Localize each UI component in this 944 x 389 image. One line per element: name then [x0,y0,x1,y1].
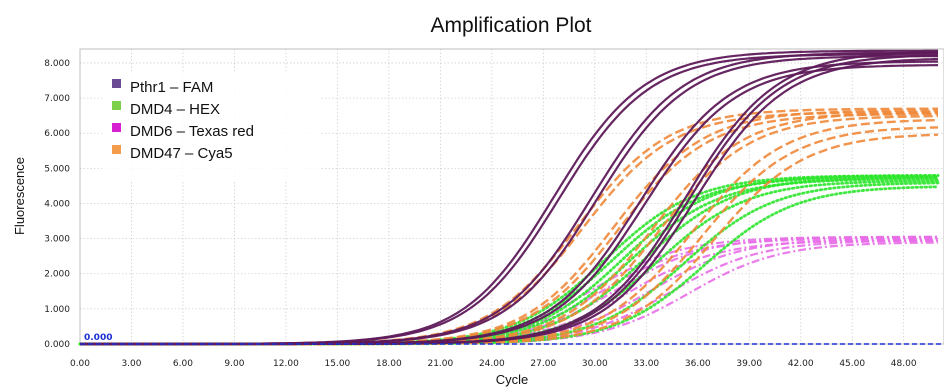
amplification-curve [78,175,940,346]
x-tick-label: 18.00 [376,359,402,369]
x-tick-label: 12.00 [273,359,299,369]
chart-title: Amplification Plot [430,14,591,37]
x-tick-label: 0.00 [70,359,90,369]
legend-swatch [112,101,121,110]
threshold-line: 0.000 [80,333,944,345]
y-tick-label: 2.000 [44,270,70,280]
legend-swatch [112,123,121,132]
y-axis-label: Fluorescence [12,157,27,235]
y-tick-label: 6.000 [44,129,70,139]
legend-background [102,72,320,182]
y-tick-label: 5.000 [44,164,70,174]
x-tick-label: 21.00 [427,359,453,369]
x-tick-label: 36.00 [685,359,711,369]
y-tick-label: 4.000 [44,199,70,209]
series-pthr1 [80,49,939,346]
y-tick-label: 7.000 [44,94,70,104]
legend-entry: DMD47 – Cya5 [130,145,233,162]
x-tick-label: 33.00 [633,359,659,369]
amplification-curve [80,235,938,346]
x-tick-label: 39.00 [736,359,762,369]
x-tick-label: 6.00 [173,359,193,369]
x-tick-label: 42.00 [788,359,814,369]
x-tick-label: 15.00 [325,359,351,369]
amplification-curve [78,176,940,346]
y-tick-label: 0.000 [44,340,70,350]
amplification-curve [78,179,940,346]
x-tick-label: 27.00 [530,359,556,369]
y-tick-label: 3.000 [44,235,70,245]
x-tick-label: 9.00 [224,359,244,369]
axis-ticks: 0.00 3.00 6.00 9.00 12.00 15.00 18.00 21.00 24.0… [44,59,917,369]
x-tick-label: 48.00 [891,359,917,369]
x-tick-label: 24.00 [479,359,505,369]
legend-entry: Pthr1 – FAM [130,79,213,96]
legend-entry: DMD6 – Texas red [130,123,254,140]
legend-entry: DMD4 – HEX [130,101,220,118]
amplification-curve [80,235,938,346]
amplification-curve [80,57,939,346]
x-axis-label: Cycle [496,372,529,387]
y-tick-label: 1.000 [44,305,70,315]
x-tick-label: 3.00 [121,359,141,369]
legend: Pthr1 – FAM DMD4 – HEX DMD6 – Texas red DMD… [102,72,320,182]
x-tick-label: 30.00 [582,359,608,369]
threshold-label: 0.000 [84,333,112,343]
amplification-curves [78,49,940,346]
legend-swatch [112,79,121,88]
legend-swatch [112,145,121,154]
amplification-curve [80,241,939,346]
y-tick-label: 8.000 [44,59,70,69]
x-tick-label: 45.00 [839,359,865,369]
series-dmd6 [80,235,939,346]
series-dmd4 [78,174,940,346]
